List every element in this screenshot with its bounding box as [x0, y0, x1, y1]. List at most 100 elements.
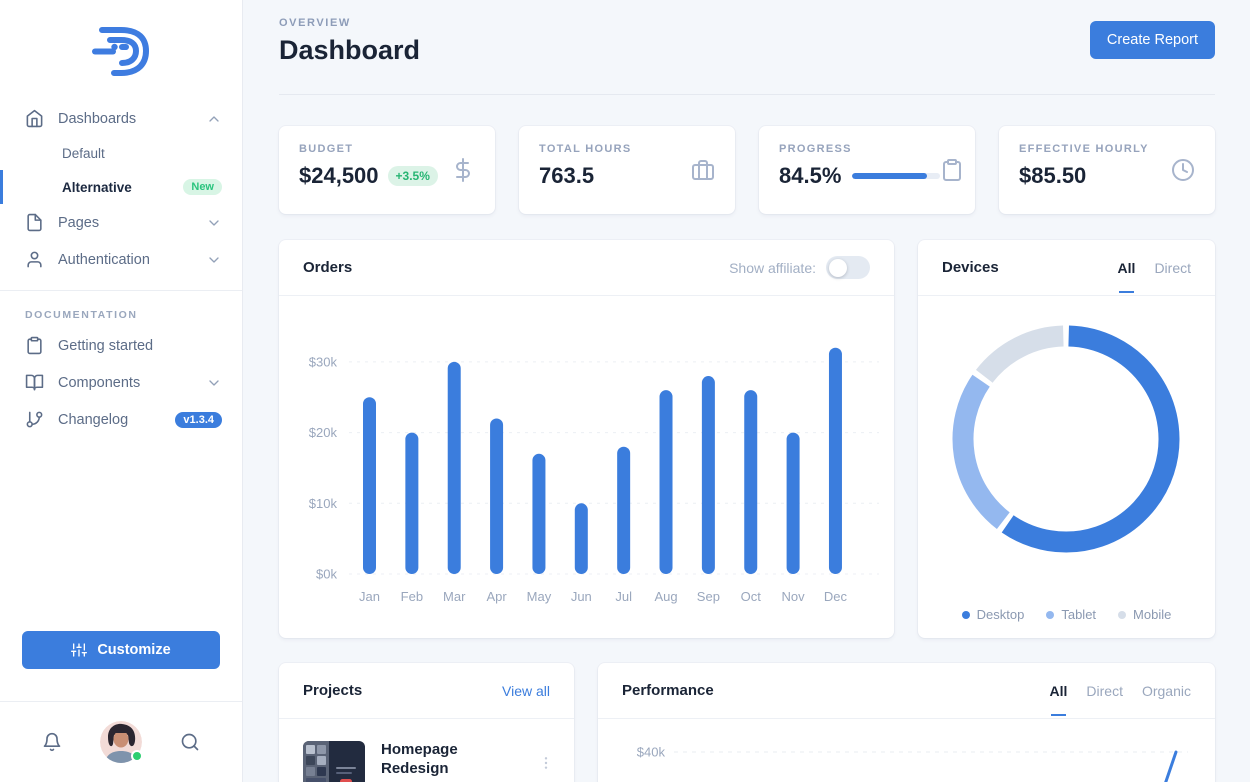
sidebar-bottom-bar [0, 701, 242, 782]
main-content: Overview Dashboard Create Report Budget … [243, 0, 1250, 782]
stat-card-progress: Progress 84.5% [759, 126, 975, 214]
chevron-down-icon [206, 375, 222, 391]
tab-organic[interactable]: Organic [1141, 682, 1191, 699]
show-affiliate-toggle[interactable] [826, 256, 870, 279]
customize-label: Customize [97, 642, 171, 658]
sidebar-item-changelog[interactable]: Changelog v1.3.4 [0, 401, 242, 438]
clipboard-icon [940, 158, 964, 182]
new-badge: New [183, 179, 222, 195]
sidebar-nav: Dashboards Default Alternative New Pages [0, 100, 242, 278]
stat-value: $85.50 [1019, 163, 1087, 188]
chevron-down-icon [206, 215, 222, 231]
sidebar-item-label: Changelog [58, 411, 129, 428]
stat-label: Effective Hourly [1019, 143, 1149, 155]
view-all-link[interactable]: View all [502, 682, 550, 699]
orders-bar-chart: $0k $10k $20k $30k Jan Feb Mar Apr May Jun Jul Aug S… [279, 296, 894, 638]
tab-all[interactable]: All [1049, 682, 1068, 716]
svg-text:Jan: Jan [359, 589, 380, 604]
project-thumbnail [303, 741, 365, 782]
svg-text:Aug: Aug [654, 589, 677, 604]
stats-row: Budget $24,500 +3.5% Total Hours 763.5 [279, 126, 1215, 214]
sidebar-item-pages[interactable]: Pages [0, 204, 242, 241]
dollar-icon [451, 158, 475, 182]
sidebar-item-dashboards[interactable]: Dashboards [0, 100, 242, 137]
stat-value: 763.5 [539, 163, 595, 188]
svg-text:Feb: Feb [401, 589, 423, 604]
sidebar-item-default[interactable]: Default [0, 137, 242, 170]
svg-text:$20k: $20k [309, 425, 338, 440]
tab-all[interactable]: All [1117, 259, 1136, 293]
sidebar-item-label: Dashboards [58, 110, 137, 127]
bottom-row: Projects View all [279, 663, 1215, 782]
devices-card-header: Devices All Direct [918, 240, 1215, 296]
svg-text:Dec: Dec [824, 589, 848, 604]
sidebar-item-label: Getting started [58, 337, 154, 354]
page-title: Dashboard [279, 35, 421, 65]
page-header: Overview Dashboard Create Report [279, 0, 1215, 95]
stat-card-effective-hourly: Effective Hourly $85.50 [999, 126, 1215, 214]
tablet-legend-dot [1046, 610, 1055, 619]
sidebar-item-label: Default [62, 146, 105, 161]
sidebar-item-label: Alternative [62, 179, 132, 195]
mobile-legend-dot [1118, 610, 1127, 619]
stat-label: Budget [299, 143, 354, 155]
sidebar: Dashboards Default Alternative New Pages [0, 0, 243, 782]
brand-d-icon [92, 27, 150, 76]
clock-icon [1171, 158, 1195, 182]
sidebar-item-getting-started[interactable]: Getting started [0, 327, 242, 364]
home-icon [25, 109, 44, 128]
svg-text:$30k: $30k [309, 354, 338, 369]
project-title: Homepage Redesign [381, 741, 458, 777]
performance-line-chart: $40k [598, 719, 1215, 782]
user-avatar[interactable] [100, 721, 143, 763]
sidebar-item-authentication[interactable]: Authentication [0, 241, 242, 278]
devices-title: Devices [942, 259, 999, 276]
devices-donut-chart [918, 296, 1215, 638]
devices-legend: Desktop Tablet Mobile [918, 607, 1215, 622]
projects-card-header: Projects View all [279, 663, 574, 719]
progress-bar [852, 173, 941, 179]
project-list-item[interactable]: Homepage Redesign [279, 719, 574, 782]
bell-icon[interactable] [42, 732, 62, 752]
sliders-icon [71, 643, 88, 657]
customize-button[interactable]: Customize [22, 631, 220, 669]
tab-direct[interactable]: Direct [1154, 259, 1191, 276]
performance-card: Performance All Direct Organic $40k [598, 663, 1215, 782]
desktop-legend-dot [961, 610, 970, 619]
svg-text:$10k: $10k [309, 496, 338, 511]
sidebar-item-components[interactable]: Components [0, 364, 242, 401]
documentation-section-label: Documentation [25, 309, 138, 321]
sidebar-item-label: Authentication [58, 251, 150, 268]
stat-card-budget: Budget $24,500 +3.5% [279, 126, 495, 214]
sidebar-divider [0, 290, 242, 291]
toggle-knob [829, 258, 847, 277]
clipboard-icon [25, 336, 44, 355]
stat-card-total-hours: Total Hours 763.5 [519, 126, 735, 214]
search-icon[interactable] [180, 732, 200, 752]
stat-label: Total Hours [539, 143, 632, 155]
tab-direct[interactable]: Direct [1086, 682, 1123, 699]
svg-text:$40k: $40k [637, 745, 666, 760]
sidebar-item-label: Pages [58, 214, 100, 231]
legend-label: Desktop [976, 607, 1025, 622]
svg-text:Jun: Jun [571, 589, 592, 604]
more-vertical-icon[interactable] [538, 755, 554, 771]
app-logo[interactable] [0, 0, 242, 94]
performance-card-header: Performance All Direct Organic [598, 663, 1215, 719]
projects-title: Projects [303, 682, 363, 699]
orders-card-header: Orders Show affiliate: [279, 240, 894, 296]
svg-text:May: May [527, 589, 552, 604]
svg-text:Jul: Jul [615, 589, 632, 604]
performance-title: Performance [622, 682, 714, 699]
show-affiliate-label: Show affiliate: [729, 259, 816, 276]
svg-text:Sep: Sep [697, 589, 720, 604]
stat-value: $24,500 [299, 163, 379, 188]
sidebar-item-alternative[interactable]: Alternative New [0, 170, 242, 204]
svg-text:Oct: Oct [741, 589, 762, 604]
chevron-down-icon [206, 252, 222, 268]
orders-title: Orders [303, 259, 353, 276]
legend-label: Tablet [1061, 607, 1097, 622]
online-status-dot [131, 750, 143, 762]
projects-card: Projects View all [279, 663, 574, 782]
create-report-button[interactable]: Create Report [1089, 21, 1215, 59]
